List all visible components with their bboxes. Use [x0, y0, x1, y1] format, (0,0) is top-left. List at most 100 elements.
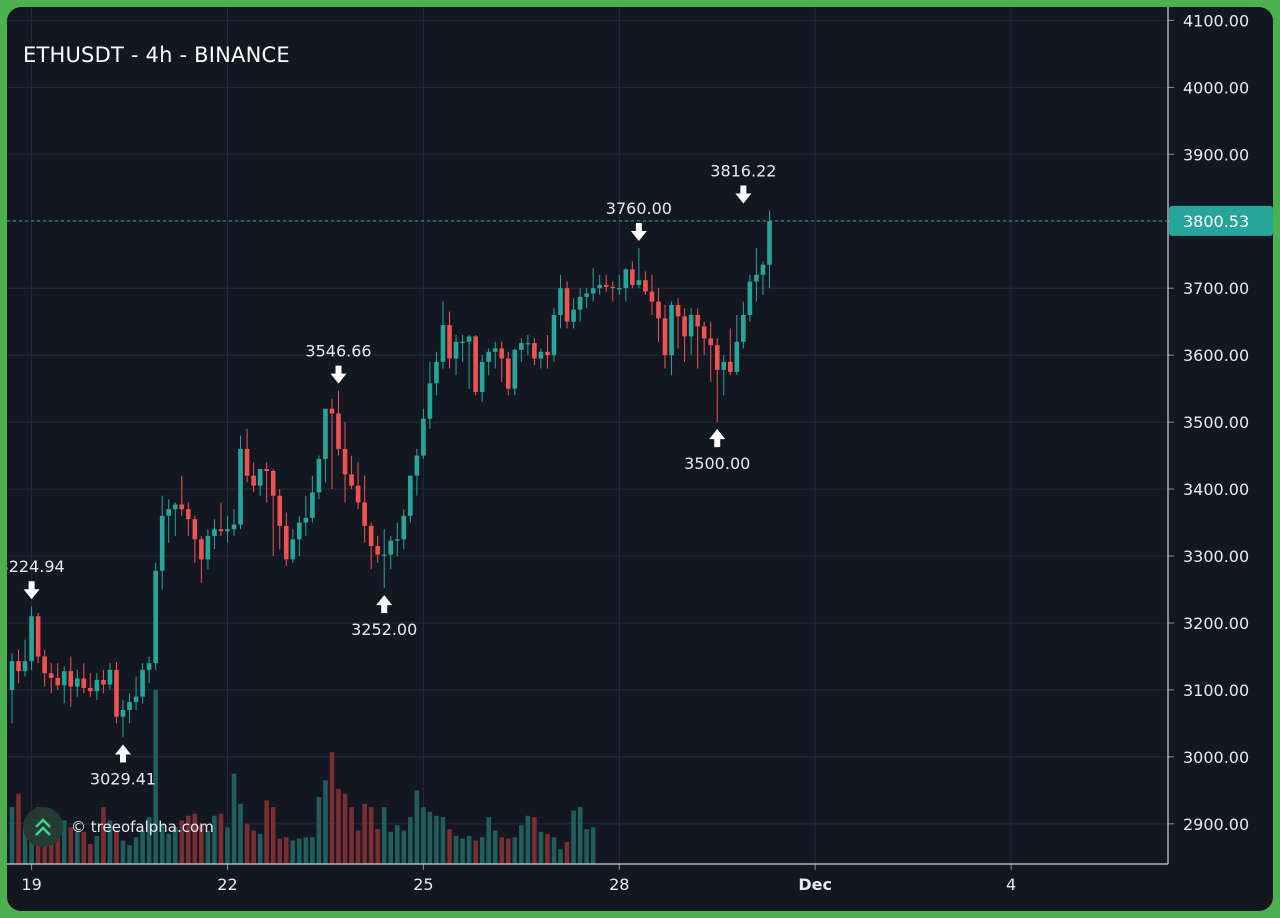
volume-bar — [101, 807, 106, 864]
volume-bar — [153, 689, 158, 864]
y-tick-label: 3000.00 — [1183, 748, 1249, 767]
volume-bar — [368, 807, 374, 864]
volume-bar — [290, 840, 296, 864]
volume-bar — [192, 813, 198, 864]
candle-body — [747, 281, 753, 315]
candle-body — [636, 280, 642, 285]
candle-body — [525, 343, 531, 345]
volume-bar — [127, 845, 132, 864]
y-tick-label: 3900.00 — [1183, 145, 1249, 164]
volume-bar — [512, 837, 518, 864]
candle-body — [394, 539, 400, 541]
candle-body — [760, 264, 766, 275]
volume-bar — [421, 807, 426, 864]
volume-bar — [394, 825, 400, 864]
candle-body — [675, 304, 681, 317]
candle-body — [656, 301, 661, 319]
candle-body — [186, 509, 191, 520]
volume-bar — [133, 837, 139, 864]
volume-bar — [251, 830, 256, 864]
volume-bar — [408, 817, 413, 864]
volume-bar — [329, 752, 335, 864]
candle-body — [94, 679, 100, 692]
candle-body — [257, 468, 263, 486]
candle-body — [55, 677, 61, 686]
volume-bar — [179, 820, 185, 864]
volume-bar — [440, 817, 446, 864]
volume-bar — [16, 793, 21, 864]
candle-body — [290, 539, 296, 560]
candle-body — [375, 545, 380, 555]
candle-body — [741, 314, 746, 342]
volume-bar — [218, 813, 224, 864]
candle-body — [616, 288, 622, 290]
candle-body — [22, 661, 28, 672]
volume-bar — [42, 831, 47, 864]
volume-bar — [270, 807, 276, 864]
volume-bar — [257, 833, 263, 864]
volume-bar — [466, 835, 472, 864]
y-tick-label: 2900.00 — [1183, 815, 1249, 834]
candle-body — [172, 504, 178, 510]
candle-body — [466, 336, 472, 342]
candle-body — [643, 280, 648, 292]
candle-body — [29, 616, 34, 662]
candle-body — [146, 663, 152, 670]
volume-bar — [212, 815, 217, 864]
candle-body — [479, 361, 485, 392]
volume-bar — [590, 827, 596, 864]
candle-body — [603, 284, 609, 287]
volume-bar — [558, 849, 563, 864]
candle-body — [355, 485, 361, 503]
arrow-up-icon — [376, 595, 393, 614]
candle-body — [192, 519, 198, 540]
volume-bar — [120, 840, 126, 864]
volume-bar — [336, 789, 341, 864]
volume-bar — [297, 838, 302, 864]
x-tick-label: 19 — [21, 875, 41, 894]
candle-body — [277, 495, 283, 526]
y-tick-label: 3400.00 — [1183, 480, 1249, 499]
candle-body — [166, 509, 172, 516]
arrow-down-icon — [330, 365, 347, 384]
candle-body — [35, 616, 41, 657]
candle-body — [545, 351, 550, 356]
candle-body — [414, 455, 420, 476]
x-tick-label: 22 — [217, 875, 237, 894]
candle-body — [283, 525, 289, 560]
candle-body — [323, 408, 328, 459]
volume-bar — [571, 810, 576, 864]
price-annotation: 3500.00 — [684, 454, 750, 473]
candle-body — [695, 314, 700, 327]
volume-bar — [355, 830, 361, 864]
price-annotation: 3546.66 — [305, 342, 371, 361]
candle-body — [630, 269, 635, 285]
candlestick-chart[interactable]: 4100.004000.003900.003800.003700.003600.… — [7, 7, 1273, 911]
candle-body — [558, 288, 563, 315]
candle-body — [153, 570, 158, 664]
candle-body — [199, 539, 204, 560]
volume-bar — [9, 807, 15, 864]
x-tick-label: 4 — [1006, 875, 1016, 894]
candle-body — [532, 343, 537, 359]
volume-bar — [401, 830, 407, 864]
candle-body — [401, 515, 407, 540]
candle-body — [231, 524, 237, 530]
candle-body — [238, 448, 243, 525]
volume-bar — [55, 823, 61, 864]
candle-body — [16, 661, 21, 672]
volume-bar — [238, 803, 243, 864]
y-tick-label: 3300.00 — [1183, 547, 1249, 566]
volume-bar — [81, 831, 87, 864]
volume-bar — [551, 837, 557, 864]
volume-bar — [427, 811, 433, 864]
candle-body — [212, 529, 217, 536]
candle-body — [388, 540, 394, 555]
candle-body — [218, 529, 224, 532]
arrow-down-icon — [735, 185, 752, 204]
candle-body — [205, 535, 211, 560]
volume-bar — [186, 815, 191, 864]
volume-bar — [414, 790, 420, 864]
arrow-up-icon — [115, 744, 132, 763]
